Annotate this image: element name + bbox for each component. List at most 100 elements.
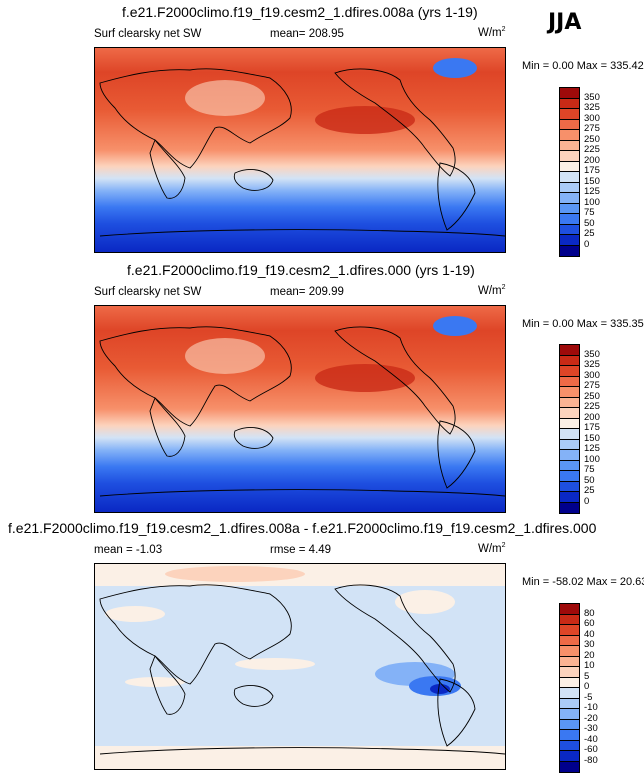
colorbar-tick-label: 20	[584, 649, 595, 661]
colorbar-tick-label: -80	[584, 754, 598, 766]
colorbar-swatch	[560, 235, 579, 246]
panel-3-colorbar	[559, 603, 580, 773]
colorbar-swatch	[560, 688, 579, 699]
colorbar-tick-label: 350	[584, 348, 600, 360]
colorbar-swatch	[560, 429, 579, 440]
colorbar-swatch	[560, 182, 579, 193]
panel-1-minmax: Min = 0.00 Max = 335.42	[522, 60, 644, 72]
colorbar-tick-label: 125	[584, 443, 600, 454]
colorbar-swatch	[560, 224, 579, 235]
panel-3-minmax: Min = -58.02 Max = 20.63	[522, 576, 644, 588]
colorbar-tick-label: 80	[584, 607, 595, 619]
colorbar-tick-label: 200	[584, 154, 600, 166]
colorbar-tick-label: 275	[584, 380, 600, 391]
colorbar-swatch	[560, 408, 579, 419]
colorbar-swatch	[560, 635, 579, 646]
colorbar-tick-label: -20	[584, 712, 598, 724]
panel-3-rmse: rmse = 4.49	[270, 544, 332, 556]
colorbar-swatch	[560, 88, 579, 99]
colorbar-swatch	[560, 345, 579, 356]
panel-2-minmax: Min = 0.00 Max = 335.35	[522, 318, 644, 330]
colorbar-swatch	[560, 481, 579, 492]
colorbar-tick-label: -5	[584, 691, 593, 703]
colorbar-swatch	[560, 203, 579, 214]
colorbar-swatch	[560, 460, 579, 471]
colorbar-swatch	[560, 397, 579, 408]
colorbar-tick-label: 25	[584, 228, 595, 239]
colorbar-swatch	[560, 130, 579, 141]
colorbar-swatch	[560, 646, 579, 657]
colorbar-swatch	[560, 698, 579, 709]
panel-1-colorbar	[559, 87, 580, 257]
colorbar-tick-label: 50	[584, 217, 595, 229]
colorbar-swatch	[560, 418, 579, 429]
colorbar-swatch	[560, 172, 579, 183]
colorbar-swatch	[560, 366, 579, 377]
colorbar-swatch	[560, 625, 579, 636]
colorbar-swatch	[560, 740, 579, 751]
panel-1-variable-label: Surf clearsky net SW	[94, 28, 202, 40]
panel-3-title: f.e21.F2000climo.f19_f19.cesm2_1.dfires.…	[8, 520, 597, 536]
colorbar-swatch	[560, 387, 579, 398]
panel-1-map	[94, 47, 506, 253]
colorbar-tick-label: 0	[584, 238, 590, 250]
colorbar-swatch	[560, 245, 579, 256]
colorbar-tick-label: -10	[584, 702, 598, 713]
colorbar-swatch	[560, 140, 579, 151]
colorbar-tick-label: 50	[584, 474, 595, 486]
panel-3-mean: mean = -1.03	[94, 544, 163, 556]
colorbar-tick-label: 125	[584, 186, 600, 197]
colorbar-tick-label: 30	[584, 639, 595, 650]
panel-3-map	[94, 563, 506, 770]
colorbar-swatch	[560, 471, 579, 482]
colorbar-tick-label: 0	[584, 681, 590, 692]
colorbar-swatch	[560, 719, 579, 730]
colorbar-swatch	[560, 119, 579, 130]
colorbar-swatch	[560, 677, 579, 688]
colorbar-swatch	[560, 709, 579, 720]
panel-1-title: f.e21.F2000climo.f19_f19.cesm2_1.dfires.…	[122, 4, 478, 20]
colorbar-tick-label: 100	[584, 196, 600, 208]
colorbar-tick-label: 40	[584, 628, 595, 640]
colorbar-tick-label: 175	[584, 422, 600, 433]
colorbar-tick-label: 275	[584, 123, 600, 134]
colorbar-tick-label: 100	[584, 453, 600, 465]
colorbar-tick-label: 5	[584, 670, 590, 682]
panel-2-mean: mean= 209.99	[270, 286, 344, 298]
colorbar-tick-label: 250	[584, 133, 600, 145]
colorbar-tick-label: 175	[584, 165, 600, 176]
colorbar-swatch	[560, 98, 579, 109]
colorbar-tick-label: 325	[584, 102, 600, 113]
colorbar-tick-label: 200	[584, 411, 600, 423]
colorbar-tick-label: 150	[584, 175, 600, 187]
colorbar-swatch	[560, 656, 579, 667]
colorbar-swatch	[560, 214, 579, 225]
colorbar-tick-label: -60	[584, 744, 598, 755]
colorbar-swatch	[560, 151, 579, 162]
colorbar-tick-label: 25	[584, 485, 595, 496]
colorbar-swatch	[560, 604, 579, 615]
colorbar-swatch	[560, 492, 579, 503]
panel-2-colorbar	[559, 344, 580, 514]
colorbar-tick-label: 75	[584, 207, 595, 218]
colorbar-tick-label: 250	[584, 390, 600, 402]
panel-2-title: f.e21.F2000climo.f19_f19.cesm2_1.dfires.…	[127, 262, 475, 278]
panel-3-units: W/m2	[478, 542, 506, 555]
colorbar-swatch	[560, 761, 579, 772]
colorbar-swatch	[560, 502, 579, 513]
colorbar-swatch	[560, 450, 579, 461]
colorbar-tick-label: 350	[584, 91, 600, 103]
colorbar-tick-label: 300	[584, 112, 600, 124]
colorbar-tick-label: 150	[584, 432, 600, 444]
colorbar-swatch	[560, 667, 579, 678]
colorbar-tick-label: 225	[584, 401, 600, 412]
panel-2-units: W/m2	[478, 284, 506, 297]
colorbar-tick-label: 300	[584, 369, 600, 381]
colorbar-tick-label: 10	[584, 660, 595, 671]
colorbar-swatch	[560, 730, 579, 741]
colorbar-swatch	[560, 355, 579, 366]
colorbar-swatch	[560, 193, 579, 204]
colorbar-swatch	[560, 439, 579, 450]
colorbar-tick-label: 325	[584, 359, 600, 370]
colorbar-tick-label: -40	[584, 733, 598, 745]
